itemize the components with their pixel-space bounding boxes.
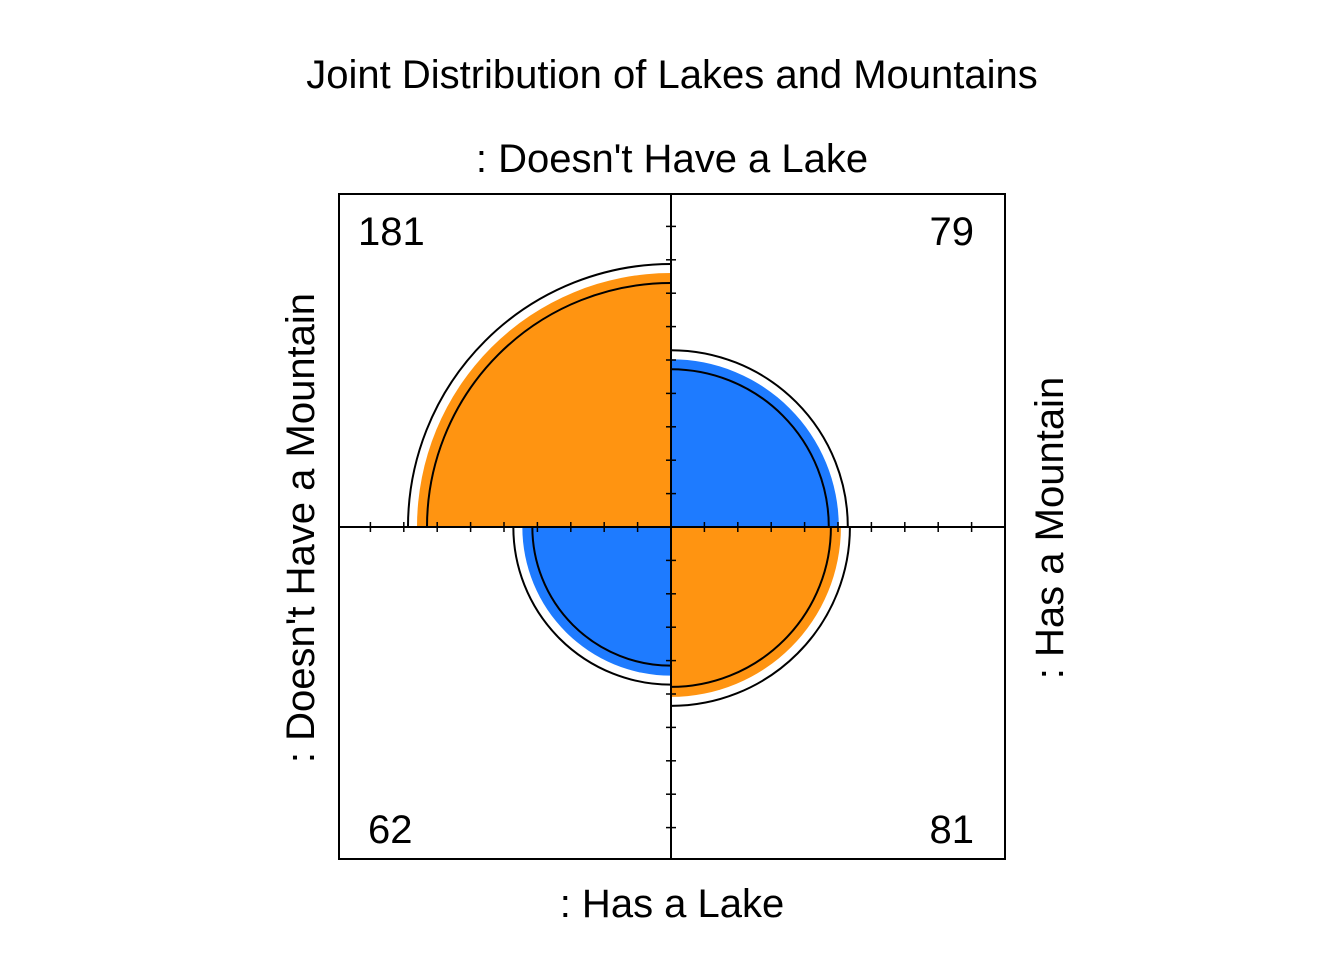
quadrant-layer <box>417 273 841 697</box>
count-label-top-left: 181 <box>358 210 425 254</box>
confidence-ring-outer-bottom-left <box>512 526 672 686</box>
tick-layer <box>369 225 973 829</box>
count-label-top-right: 79 <box>930 210 975 254</box>
confidence-ring-inner-bottom-right <box>670 526 832 688</box>
chart-title: Joint Distribution of Lakes and Mountain… <box>306 53 1038 97</box>
quadrant-sector-top-right <box>671 359 839 527</box>
quadrant-sector-bottom-left <box>522 527 671 676</box>
right-label: : Has a Mountain <box>1028 377 1072 679</box>
bottom-label: : Has a Lake <box>560 882 785 926</box>
confidence-ring-inner-top-right <box>670 368 830 528</box>
top-label: : Doesn't Have a Lake <box>476 137 868 181</box>
confidence-ring-outer-top-right <box>670 349 849 528</box>
confidence-ring-inner-top-left <box>426 282 672 528</box>
quadrant-sector-top-left <box>417 273 671 527</box>
axes-layer <box>338 193 1006 860</box>
confidence-ring-outer-bottom-right <box>670 526 851 707</box>
left-label: : Doesn't Have a Mountain <box>279 293 323 763</box>
count-label-bottom-left: 62 <box>368 808 413 852</box>
confidence-ring-layer <box>407 263 851 707</box>
confidence-ring-outer-top-left <box>407 263 672 528</box>
confidence-ring-inner-bottom-left <box>531 526 672 667</box>
count-label-bottom-right: 81 <box>930 808 975 852</box>
quadrant-sector-bottom-right <box>671 527 841 697</box>
